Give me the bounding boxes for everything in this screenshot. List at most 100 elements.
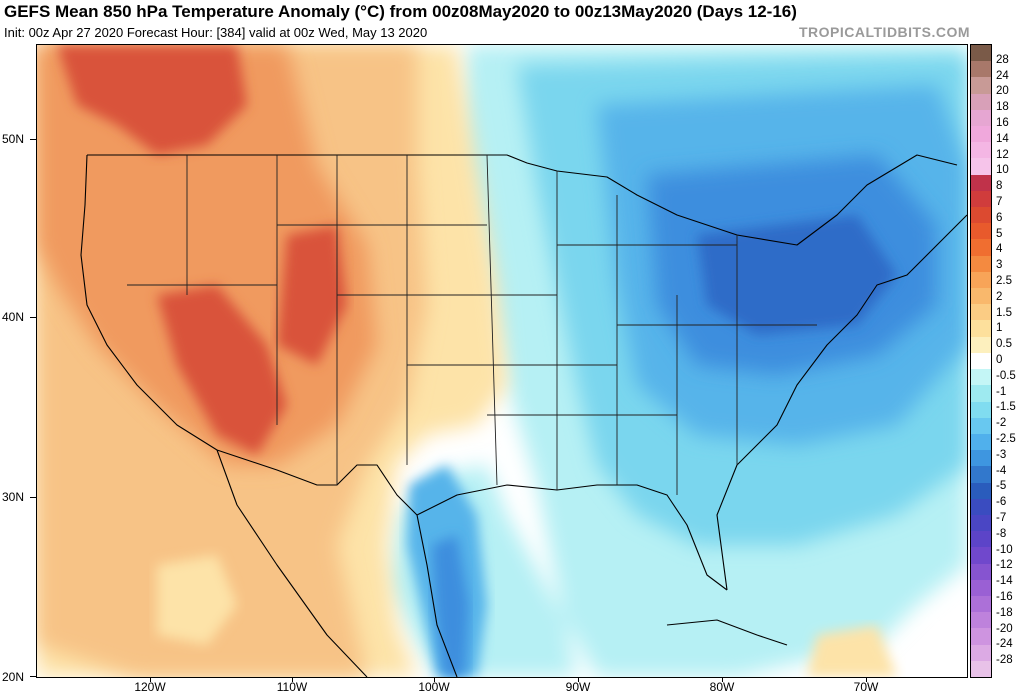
colorbar-label: 2 [996,290,1003,303]
warm-anomaly-region [37,45,897,677]
colorbar-swatch [971,482,991,500]
colorbar-label: -28 [996,654,1013,667]
lat-tick [30,317,36,318]
gulf-deep-cool-area [432,535,469,677]
colorbar-label: -16 [996,591,1013,603]
lat-label-30n: 30N [2,490,25,504]
lon-tick [578,677,579,682]
us-west-coastline [80,154,218,451]
lat-tick [30,676,36,677]
colorbar-label: -20 [996,622,1013,635]
colorbar-swatch [971,401,991,419]
warm-strong-northwest [57,45,247,155]
lon-label-100w: 100W [418,680,450,694]
chart-title: GEFS Mean 850 hPa Temperature Anomaly (°… [4,2,797,21]
colorbar-swatch [971,142,991,159]
colorbar-swatch [971,239,991,257]
colorbar-swatch [971,466,991,484]
warm-mid-area [37,45,377,465]
lat-label-40n: 40N [2,310,25,324]
colorbar-swatch [971,547,991,565]
lon-label-110w: 110W [276,680,308,694]
colorbar-label: -2.5 [996,433,1016,445]
mexico-gulf-coastline [416,514,458,677]
colorbar-label: 0.5 [996,338,1012,351]
colorbar-swatch [971,93,991,111]
lon-tick [150,677,151,682]
colorbar-label: 7 [996,196,1003,208]
cool-deep-area [697,215,897,335]
colorbar-label: -4 [996,464,1007,477]
colorbar-label: -8 [996,527,1007,540]
us-east-coastline [716,214,967,591]
colorbar-label: -18 [996,606,1013,619]
colorbar-label: -24 [996,638,1013,651]
colorbar-swatch [971,563,991,581]
colorbar-swatch [971,595,991,613]
colorbar-label: -5 [996,480,1007,493]
warm-strong-southwest [157,285,287,455]
us-mexico-border [216,449,418,516]
colorbar-swatch [971,612,991,629]
colorbar-swatch [971,61,991,78]
colorbar-swatch [971,531,991,548]
cuba-coastline [666,619,788,646]
colorbar-label: 10 [996,164,1009,177]
colorbar-swatch [971,385,991,402]
colorbar-label: 8 [996,180,1003,193]
colorbar-swatch [971,417,991,435]
colorbar-swatch [971,320,991,338]
colorbar-swatch [971,223,991,240]
colorbar-label: -3 [996,448,1007,461]
source-credit: TROPICALTIDBITS.COM [798,24,970,40]
colorbar-label: 2.5 [996,275,1012,287]
colorbar-swatch [971,207,991,224]
colorbar-swatch [971,660,991,678]
colorbar-label: -7 [996,512,1007,524]
colorbar-label: -14 [996,575,1013,588]
anomaly-map-svg [37,45,967,677]
warm-pale-pacific [157,555,237,645]
colorbar-swatch [971,271,991,289]
warm-strong-rockies [277,225,347,365]
state-boundaries [127,154,817,495]
colorbar-label: 4 [996,243,1003,256]
colorbar-swatch [971,450,991,467]
colorbar-label: -10 [996,543,1013,556]
colorbar-swatch [971,369,991,386]
lon-label-120w: 120W [134,680,166,694]
lat-tick [30,139,36,140]
colorbar-swatch [971,628,991,646]
colorbar-swatch [971,77,991,95]
colorbar-label: 6 [996,211,1003,224]
state-lines [127,154,817,495]
colorbar-swatch [971,126,991,143]
colorbar-swatch [971,45,991,62]
colorbar [970,44,992,678]
colorbar-swatch [971,304,991,321]
colorbar-swatch [971,514,991,532]
lon-tick [292,677,293,682]
lat-label-50n: 50N [2,132,25,146]
colorbar-label: 12 [996,148,1009,161]
colorbar-swatch [971,644,991,662]
colorbar-swatch [971,433,991,451]
colorbar-label: -12 [996,559,1013,572]
colorbar-swatch [971,498,991,516]
lon-label-80w: 80W [709,680,735,694]
colorbar-label: 1 [996,322,1003,335]
colorbar-label: 0 [996,354,1003,366]
colorbar-label: 20 [996,85,1009,98]
colorbar-swatch [971,288,991,305]
colorbar-label: -1.5 [996,401,1016,414]
chart-subtitle: Init: 00z Apr 27 2020 Forecast Hour: [38… [4,25,428,40]
colorbar-swatch [971,352,991,370]
colorbar-swatch [971,109,991,127]
colorbar-swatch [971,158,991,176]
colorbar-label: 24 [996,69,1009,82]
colorbar-label: 28 [996,53,1009,66]
colorbar-label: 18 [996,101,1009,114]
colorbar-label: -2 [996,417,1007,430]
colorbar-label: -6 [996,496,1007,509]
lat-label-20n: 20N [2,670,25,684]
